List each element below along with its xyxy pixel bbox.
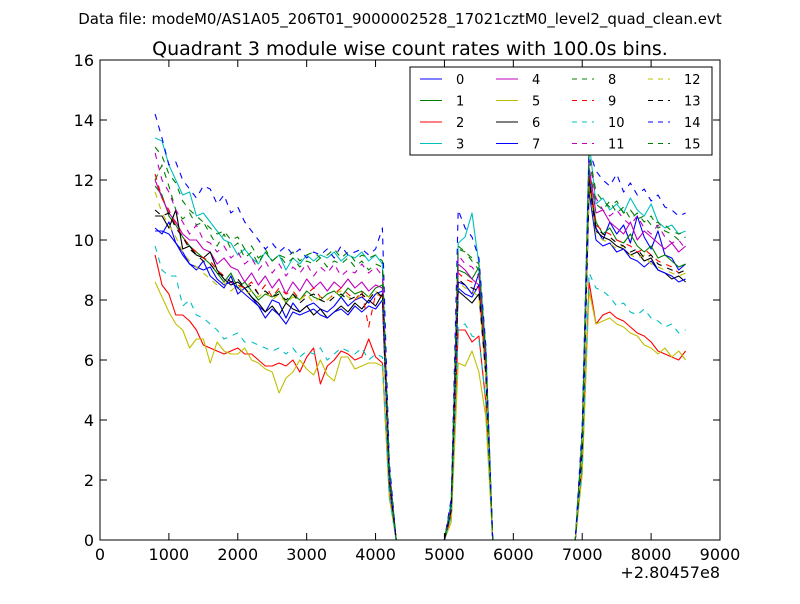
x-tick-label: 5000 [424, 545, 465, 564]
legend-label-11: 11 [608, 138, 625, 153]
legend-label-13: 13 [684, 95, 701, 110]
x-tick-label: 4000 [355, 545, 396, 564]
legend-label-4: 4 [532, 73, 540, 88]
legend-label-3: 3 [456, 138, 464, 153]
series-line-8 [154, 164, 686, 541]
x-tick-label: 0 [95, 545, 105, 564]
x-tick-label: 7000 [562, 545, 603, 564]
legend-label-1: 1 [456, 95, 464, 110]
y-tick-label: 8 [84, 291, 94, 310]
x-tick-label: 2000 [217, 545, 258, 564]
y-tick-label: 12 [74, 171, 94, 190]
legend-box [409, 66, 713, 156]
series-line-11 [154, 152, 687, 541]
legend-label-7: 7 [532, 138, 540, 153]
legend-label-12: 12 [684, 73, 701, 88]
series-line-9 [154, 173, 686, 541]
y-tick-label: 16 [74, 51, 94, 70]
chart-title: Quadrant 3 module wise count rates with … [152, 38, 668, 60]
x-tick-label: 3000 [286, 545, 327, 564]
suptitle: Data file: modeM0/AS1A05_206T01_90000025… [78, 10, 722, 29]
series-line-10 [154, 245, 686, 541]
legend-label-6: 6 [532, 116, 540, 131]
x-tick-label: 9000 [700, 545, 741, 564]
legend-label-5: 5 [532, 95, 540, 110]
y-tick-label: 2 [84, 471, 94, 490]
x-tick-label: 1000 [149, 545, 190, 564]
legend-label-0: 0 [456, 73, 464, 88]
y-tick-label: 14 [74, 111, 94, 130]
legend-label-14: 14 [684, 116, 701, 131]
y-tick-label: 0 [84, 531, 94, 550]
axis-ticks: 0 1000 2000 3000 4000 5000 6000 7000 8000 9000 0 2 4… [74, 51, 741, 564]
x-tick-label: 6000 [493, 545, 534, 564]
legend-label-15: 15 [684, 138, 701, 153]
y-tick-label: 10 [74, 231, 94, 250]
y-tick-label: 6 [84, 351, 94, 370]
x-tick-label: 8000 [631, 545, 672, 564]
legend-label-8: 8 [608, 73, 616, 88]
legend-label-10: 10 [608, 116, 625, 131]
y-tick-label: 4 [84, 411, 94, 430]
x-offset-label: +2.80457e8 [620, 563, 720, 582]
legend-label-2: 2 [456, 116, 464, 131]
legend-label-9: 9 [608, 95, 616, 110]
